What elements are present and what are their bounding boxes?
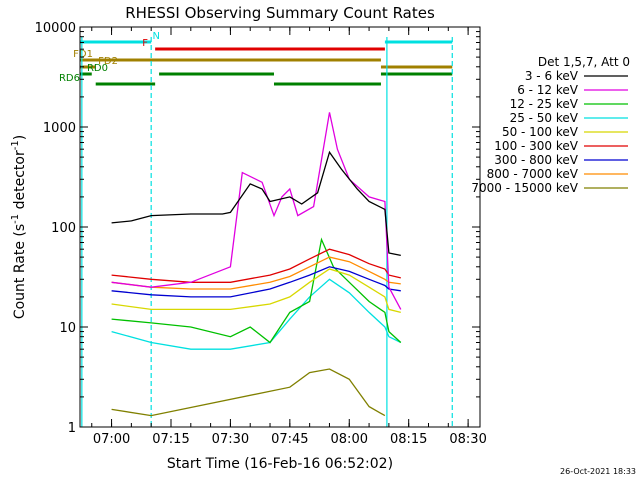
y-tick-label: 100 <box>51 221 76 236</box>
ylabel-sup2: -1 <box>10 140 21 150</box>
series-line <box>111 237 402 344</box>
marker-lines <box>81 37 453 427</box>
series-line <box>111 150 401 257</box>
x-tick-label: 08:00 <box>331 432 368 447</box>
x-axis-label: Start Time (16-Feb-16 06:52:02) <box>167 456 393 472</box>
x-tick-label: 07:00 <box>93 432 130 447</box>
y-axis: 1 10 100 1000 10000 <box>35 21 480 436</box>
series-group <box>111 112 402 417</box>
series-line <box>111 266 401 298</box>
x-tick-label: 08:15 <box>390 432 427 447</box>
legend-label: 7000 - 15000 keV <box>471 181 578 195</box>
ylabel-main: Count Rate (s <box>12 224 28 319</box>
flag-label-f: F <box>142 38 148 49</box>
legend-label: 12 - 25 keV <box>510 97 579 111</box>
legend-label: 800 - 7000 keV <box>487 167 579 181</box>
flag-label-fd1: FD1 <box>73 49 93 60</box>
flag-label-fd2: FD2 <box>98 56 118 67</box>
flag-label-n: N <box>153 31 160 42</box>
legend-label: 100 - 300 keV <box>494 139 578 153</box>
legend-label: 300 - 800 keV <box>494 153 578 167</box>
y-tick-label: 1 <box>68 421 76 436</box>
series-line <box>111 268 401 314</box>
series-line <box>111 112 402 310</box>
y-axis-label: Count Rate (s-1 detector-1) <box>10 135 28 319</box>
ylabel-end: ) <box>12 135 28 140</box>
legend-label: 6 - 12 keV <box>517 83 579 97</box>
flag-label-rd6: RD6 <box>59 73 80 84</box>
series-line <box>111 256 401 290</box>
x-axis: 07:00 07:15 07:30 07:45 08:00 08:15 08:30 <box>91 27 487 447</box>
ylabel-sup1: -1 <box>10 214 21 224</box>
y-tick-label: 10 <box>59 321 76 336</box>
chart-title: RHESSI Observing Summary Count Rates <box>125 4 435 22</box>
series-line <box>111 278 402 350</box>
plot-frame <box>79 26 481 428</box>
x-tick-label: 07:45 <box>271 432 308 447</box>
y-tick-label: 10000 <box>35 21 76 36</box>
y-tick-label: 1000 <box>43 121 76 136</box>
legend-label: 25 - 50 keV <box>510 111 579 125</box>
ylabel-mid: detector <box>12 150 28 214</box>
legend-label: 3 - 6 keV <box>525 69 579 83</box>
legend-label: 50 - 100 keV <box>502 125 579 139</box>
series-line <box>111 368 386 417</box>
legend-title: Det 1,5,7, Att 0 <box>538 55 630 69</box>
flag-label-rd0: RD0 <box>87 63 108 74</box>
x-tick-label: 07:30 <box>212 432 249 447</box>
footer-date: 26-Oct-2021 18:33 <box>560 467 636 476</box>
x-tick-label: 07:15 <box>152 432 189 447</box>
x-tick-label: 08:30 <box>449 432 486 447</box>
